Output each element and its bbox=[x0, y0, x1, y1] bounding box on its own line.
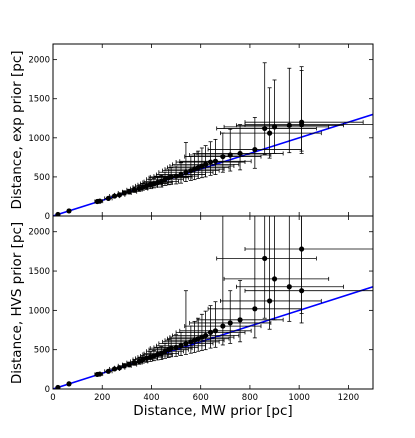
bottom-data-point bbox=[227, 320, 233, 326]
bottom-x-tick-label: 200 bbox=[94, 393, 110, 403]
bottom-panel: 0 500 1000 1500 2000 0 200 400 600 800 1000 1200 Dis… bbox=[9, 215, 374, 419]
top-data-point bbox=[299, 121, 305, 128]
bottom-data-point bbox=[178, 343, 184, 349]
bottom-data-point bbox=[173, 344, 179, 350]
bottom-errorbar bbox=[219, 216, 322, 330]
top-data-point bbox=[126, 189, 132, 195]
bottom-data-point bbox=[252, 306, 258, 312]
bottom-data-point bbox=[203, 332, 209, 339]
top-y-tick-label: 500 bbox=[34, 173, 50, 183]
top-data-point bbox=[66, 208, 72, 214]
bottom-data-point bbox=[111, 366, 118, 372]
bottom-x-tick-label: 1000 bbox=[288, 393, 310, 403]
bottom-x-tick-label: 1200 bbox=[338, 393, 360, 403]
bottom-data-point bbox=[207, 329, 214, 335]
top-data-point bbox=[183, 169, 189, 175]
bottom-y-tick-label: 500 bbox=[34, 346, 50, 356]
bottom-data-point bbox=[131, 360, 137, 366]
bottom-y-tick-label: 0 bbox=[45, 385, 50, 395]
bottom-x-tick-label: 600 bbox=[193, 393, 209, 403]
bottom-axes-frame bbox=[52, 215, 374, 390]
bottom-errorbar bbox=[235, 216, 344, 322]
bottom-x-axis-label: Distance, MW prior [pc] bbox=[133, 403, 292, 419]
bottom-data-point bbox=[267, 298, 273, 304]
top-data-point bbox=[267, 130, 273, 136]
top-data-point bbox=[121, 190, 127, 196]
bottom-data bbox=[53, 216, 373, 389]
top-data-point bbox=[178, 171, 184, 178]
top-data-point bbox=[55, 211, 61, 216]
bottom-data-point bbox=[183, 340, 189, 346]
bottom-errorbar bbox=[244, 216, 373, 324]
top-data-point bbox=[252, 146, 258, 153]
bottom-data-point bbox=[286, 284, 292, 290]
top-data-point bbox=[203, 161, 209, 167]
top-data-point bbox=[227, 152, 233, 158]
top-data-point bbox=[173, 173, 179, 179]
bottom-data-point bbox=[237, 317, 243, 323]
top-data-point bbox=[116, 192, 123, 198]
bottom-data-point bbox=[271, 276, 278, 282]
bottom-y-tick-label: 2000 bbox=[28, 228, 50, 238]
bottom-data-point bbox=[168, 345, 174, 351]
bottom-data-point bbox=[66, 381, 72, 387]
top-data-point bbox=[220, 153, 226, 160]
top-data-point bbox=[97, 198, 103, 204]
top-data-point bbox=[105, 195, 111, 202]
bottom-data-point bbox=[97, 371, 103, 377]
top-data bbox=[53, 62, 373, 216]
top-errorbar bbox=[244, 66, 364, 152]
bottom-y-axis-label: Distance, HVS prior [pc] bbox=[9, 222, 25, 384]
top-data-point bbox=[111, 193, 118, 199]
bottom-x-tick-label: 400 bbox=[143, 393, 159, 403]
bottom-x-tick-label: 800 bbox=[242, 393, 258, 403]
top-y-tick-label: 1500 bbox=[28, 95, 50, 105]
bottom-data-point bbox=[212, 328, 219, 334]
top-y-tick-label: 0 bbox=[45, 212, 50, 222]
top-errorbar bbox=[244, 70, 373, 154]
top-y-tick-label: 1000 bbox=[28, 134, 50, 144]
top-y-tick-label: 2000 bbox=[28, 56, 50, 66]
bottom-errorbar bbox=[244, 216, 373, 314]
bottom-data-point bbox=[55, 384, 61, 389]
top-data-point bbox=[271, 124, 278, 130]
bottom-data-point bbox=[299, 288, 305, 294]
bottom-data-point bbox=[220, 323, 226, 329]
bottom-y-tick-label: 1500 bbox=[28, 267, 50, 277]
bottom-data-point bbox=[262, 255, 268, 262]
top-data-point bbox=[262, 125, 268, 132]
bottom-data-point bbox=[126, 362, 132, 368]
top-data-point bbox=[286, 122, 292, 128]
bottom-data-point bbox=[105, 368, 111, 374]
top-data-point bbox=[207, 159, 214, 165]
top-data-point bbox=[131, 187, 137, 193]
top-y-axis-label: Distance, exp prior [pc] bbox=[9, 50, 25, 209]
top-data-point bbox=[237, 150, 243, 157]
bottom-data-point bbox=[299, 246, 305, 252]
top-data-point bbox=[158, 179, 164, 185]
bottom-x-tick-label: 0 bbox=[50, 393, 55, 403]
bottom-data-point bbox=[121, 363, 127, 369]
top-data-point bbox=[168, 174, 174, 180]
top-data-point bbox=[212, 158, 219, 164]
bottom-y-tick-label: 1000 bbox=[28, 306, 50, 316]
bottom-data-point bbox=[116, 365, 123, 371]
bottom-data-point bbox=[158, 351, 164, 357]
